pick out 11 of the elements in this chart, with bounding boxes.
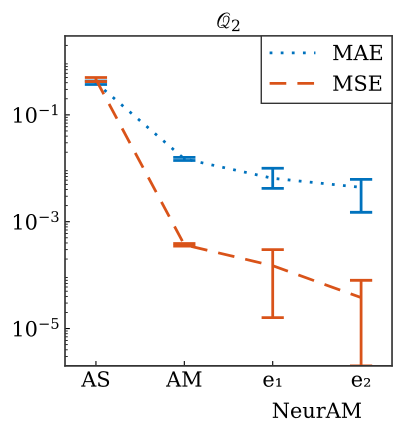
y-tick-label: 10$^{−5}$ <box>14 318 58 337</box>
legend-label: MSE <box>333 75 382 91</box>
x-tick-label: e₁ <box>263 375 282 387</box>
legend-label: MAE <box>333 44 382 60</box>
x-tick-label: AM <box>166 371 202 387</box>
x-tick-label: e₂ <box>352 375 370 387</box>
text: NeurAM <box>272 402 361 418</box>
chart-title: 𝒬$_{2}$ <box>217 12 240 32</box>
y-tick-label: 10$^{−3}$ <box>14 211 59 230</box>
y-tick-label: 10$^{−1}$ <box>14 104 58 123</box>
x-tick-label: AS <box>81 371 110 387</box>
